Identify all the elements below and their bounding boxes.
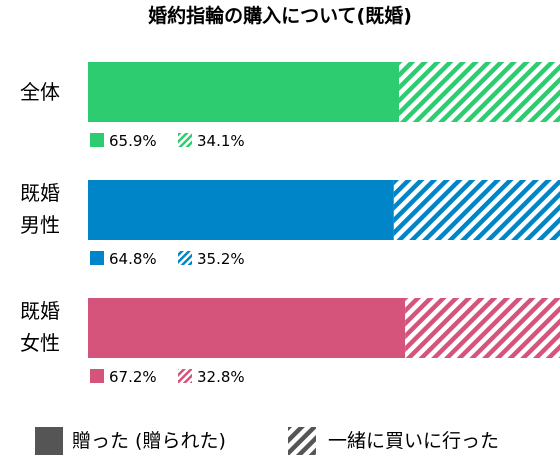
value-swatch-hatched — [178, 369, 192, 383]
legend-swatch-hatched — [288, 427, 316, 455]
value-swatch-solid — [90, 133, 104, 147]
value-label: 32.8% — [197, 368, 245, 386]
category-label: 既婚 — [20, 299, 60, 323]
bar-solid — [88, 298, 406, 358]
bar-hatched — [393, 180, 560, 240]
value-label: 65.9% — [109, 132, 157, 150]
value-label: 67.2% — [109, 368, 157, 386]
value-label: 64.8% — [109, 250, 157, 268]
value-label: 35.2% — [197, 250, 245, 268]
legend-label: 一緒に買いに行った — [328, 430, 499, 452]
value-swatch-hatched — [178, 133, 192, 147]
legend-swatch-solid — [35, 427, 63, 455]
value-swatch-solid — [90, 369, 104, 383]
chart-title: 婚約指輪の購入について(既婚) — [148, 4, 412, 27]
value-swatch-solid — [90, 251, 104, 265]
legend-label: 贈った (贈られた) — [72, 430, 226, 452]
category-label: 全体 — [20, 80, 60, 104]
bar-solid — [88, 180, 394, 240]
category-label: 女性 — [20, 331, 60, 355]
bar-hatched — [399, 62, 560, 122]
group-0: 全体 65.9% 34.1% — [20, 62, 560, 150]
category-label: 既婚 — [20, 181, 60, 205]
value-swatch-hatched — [178, 251, 192, 265]
legend: 贈った (贈られた) 一緒に買いに行った — [35, 427, 499, 455]
bar-solid — [88, 62, 400, 122]
value-label: 34.1% — [197, 132, 245, 150]
bar-hatched — [405, 298, 560, 358]
category-label: 男性 — [20, 213, 60, 237]
